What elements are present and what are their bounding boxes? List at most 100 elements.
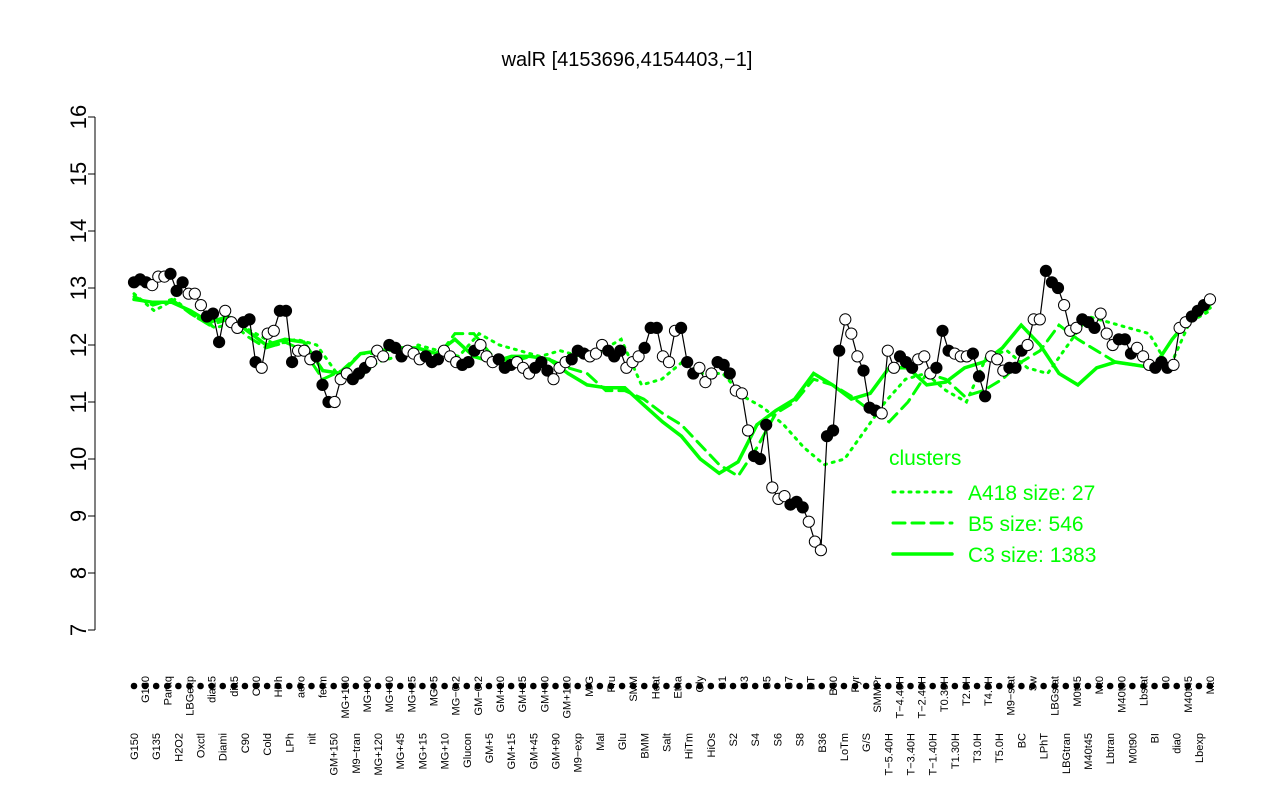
data-point <box>991 353 1004 366</box>
x-tick-marker <box>918 682 925 690</box>
x-tick-label: T4.0H <box>983 676 995 706</box>
y-tick-label: 12 <box>66 333 91 357</box>
plot-area <box>127 264 1217 557</box>
x-tick-label: Oxctl <box>196 733 208 758</box>
x-tick-marker <box>1051 682 1059 690</box>
x-tick-marker <box>430 682 437 690</box>
x-axis: G150 G180 G135 Paraq H2O2 LBGexp Oxctl dia15 Dia… <box>129 675 1217 775</box>
x-tick-marker <box>496 682 504 690</box>
x-tick-marker <box>607 682 615 690</box>
y-tick-label: 11 <box>66 391 91 414</box>
x-tick-label: M40t45 <box>1083 733 1095 770</box>
x-tick-marker <box>563 682 570 690</box>
x-tick-marker <box>408 682 415 690</box>
x-tick-marker <box>441 682 448 690</box>
x-tick-marker <box>929 682 936 690</box>
chart-title: walR [4153696,4154403,−1] <box>501 49 753 71</box>
x-tick-label: LPhT <box>1039 733 1051 760</box>
data-point <box>778 490 791 503</box>
x-tick-label: T−3.40H <box>905 733 917 776</box>
x-tick-label: Heat <box>650 676 662 699</box>
x-tick-label: BMM <box>639 733 651 759</box>
y-tick-label: 9 <box>66 510 91 522</box>
x-tick-label: Sw <box>1028 676 1040 691</box>
series-line-cluster-dashed <box>132 295 1212 479</box>
data-point <box>723 367 736 380</box>
x-tick-marker <box>596 682 604 690</box>
x-tick-marker <box>452 682 459 690</box>
x-tick-label: GM−0.2 <box>473 676 485 715</box>
data-point <box>857 364 870 377</box>
data-point <box>310 350 323 363</box>
x-tick-label: BC <box>1016 733 1028 748</box>
data-point <box>589 347 603 360</box>
x-tick-label: C30 <box>251 676 263 696</box>
data-point <box>881 344 894 357</box>
data-point <box>760 418 773 431</box>
data-point <box>1039 264 1053 277</box>
data-point <box>966 347 980 360</box>
x-tick-marker <box>230 682 238 690</box>
data-point <box>146 279 159 292</box>
x-tick-marker <box>851 682 859 690</box>
data-point <box>286 356 299 369</box>
data-point <box>213 336 226 349</box>
data-point <box>1009 361 1022 374</box>
data-point <box>541 364 554 377</box>
x-tick-marker <box>485 682 493 690</box>
legend-label: B5 size: 546 <box>968 513 1084 536</box>
x-tick-label: G/S <box>861 733 873 752</box>
x-tick-marker <box>740 682 748 690</box>
data-point <box>1021 338 1034 352</box>
x-tick-marker <box>640 682 648 690</box>
x-tick-marker <box>1095 682 1103 690</box>
x-tick-label: LPh <box>284 733 296 753</box>
series-line-walR <box>133 268 1211 552</box>
x-tick-marker <box>130 682 138 690</box>
x-tick-marker <box>707 682 715 690</box>
x-tick-label: T2.0H <box>961 676 973 706</box>
x-tick-label: MG+90 <box>362 676 374 712</box>
x-tick-marker <box>840 682 848 690</box>
data-point <box>1118 333 1132 346</box>
x-tick-marker <box>518 682 526 690</box>
x-tick-label: dia5 <box>229 676 241 697</box>
x-tick-marker <box>1129 682 1136 690</box>
x-tick-marker <box>873 682 881 690</box>
data-point <box>1058 299 1071 312</box>
x-tick-label: Glu <box>617 733 629 750</box>
x-tick-marker <box>341 682 349 690</box>
x-tick-marker <box>785 682 792 690</box>
x-tick-label: B60 <box>828 676 840 696</box>
data-point <box>377 350 390 363</box>
data-point <box>632 350 645 363</box>
x-tick-marker <box>762 682 770 690</box>
x-tick-marker <box>574 682 582 690</box>
x-tick-marker <box>1173 682 1181 690</box>
x-tick-label: Cold <box>262 733 274 756</box>
data-point <box>754 452 767 466</box>
x-tick-marker <box>729 682 737 690</box>
x-tick-label: Paraq <box>162 676 174 705</box>
x-tick-label: GM+10 <box>495 676 507 712</box>
x-tick-label: MG+10 <box>440 733 452 769</box>
x-tick-label: GM+60 <box>539 676 551 712</box>
x-tick-label: T0.30H <box>939 676 951 712</box>
x-tick-label: M9−tran <box>351 733 363 774</box>
x-tick-marker <box>463 682 471 690</box>
data-point <box>474 338 487 352</box>
x-tick-label: MG+150 <box>340 676 352 719</box>
x-tick-marker <box>263 682 271 690</box>
x-tick-marker <box>1062 682 1070 690</box>
x-tick-marker <box>1117 682 1125 690</box>
x-tick-label: GM+45 <box>528 733 540 769</box>
series-line-cluster-solid <box>132 297 1212 476</box>
x-tick-label: MG+45 <box>395 733 407 769</box>
x-tick-marker <box>585 682 593 690</box>
data-point <box>1137 350 1150 363</box>
y-tick-label: 14 <box>66 219 91 243</box>
x-tick-label: HiTm <box>684 733 696 759</box>
x-tick-label: G150 <box>129 733 141 760</box>
x-tick-marker <box>419 682 426 690</box>
